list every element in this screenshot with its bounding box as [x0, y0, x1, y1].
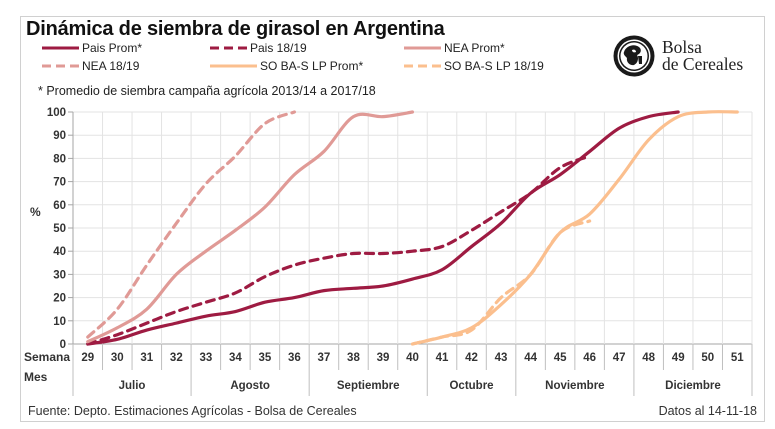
chart-footnote: * Promedio de siembra campaña agrícola 2…	[38, 84, 376, 98]
legend-label: SO BA-S LP Prom*	[260, 59, 364, 73]
x-tick-label: 29	[81, 352, 94, 364]
series-line-so-ba-s-lp-prom	[410, 110, 739, 346]
legend-swatch	[210, 46, 247, 50]
legend-item-nea-18-19: NEA 18/19	[40, 59, 139, 73]
legend-swatch	[210, 64, 257, 68]
x-tick-label: 43	[495, 352, 508, 364]
x-tick-label: 50	[701, 352, 714, 364]
series-line-pais-18-19	[86, 154, 592, 346]
x-tick-label: 45	[554, 352, 567, 364]
month-label: Noviembre	[545, 380, 604, 392]
x-tick-label: 31	[140, 352, 153, 364]
legend-item-nea-prom: NEA Prom*	[402, 41, 505, 55]
logo: Bolsa de Cereales	[612, 34, 743, 78]
x-tick-label: 42	[465, 352, 478, 364]
x-tick-label: 46	[583, 352, 596, 364]
legend-item-so-ba-s-lp-prom: SO BA-S LP Prom*	[208, 59, 363, 73]
x-tick-label: 30	[111, 352, 124, 364]
y-tick-label: 70	[53, 177, 66, 189]
chart-title: Dinámica de siembra de girasol en Argent…	[26, 18, 445, 40]
month-label: Septiembre	[337, 380, 400, 392]
series-line-nea-18-19	[86, 110, 297, 339]
x-tick-label: 49	[672, 352, 685, 364]
x-tick-label: 44	[524, 352, 537, 364]
x-tick-label: 47	[613, 352, 626, 364]
x-tick-label: 34	[229, 352, 242, 364]
legend-label: NEA Prom*	[444, 41, 505, 55]
x-axis-month-label: Mes	[24, 370, 48, 384]
x-tick-label: 41	[436, 352, 449, 364]
x-tick-label: 51	[731, 352, 744, 364]
y-tick-label: 50	[53, 223, 66, 235]
y-axis: 0 10 20 30 40 50 60 70 80 90 100%	[30, 107, 74, 351]
logo-line2: de Cereales	[662, 54, 744, 74]
x-tick-label: 32	[170, 352, 183, 364]
legend-swatch	[42, 64, 79, 68]
x-axis: 29 30 31 32 33 34 35 36 37 38 39 40 41 42 43 44 45 46 47 48…	[24, 344, 753, 396]
y-tick-label: 40	[53, 246, 66, 258]
y-tick-label: 60	[53, 200, 66, 212]
y-tick-label: 0	[60, 339, 66, 351]
legend-swatch	[404, 46, 441, 50]
legend-label: SO BA-S LP 18/19	[444, 59, 544, 73]
month-label: Julio	[119, 380, 146, 392]
legend-swatch	[42, 46, 79, 50]
y-tick-label: 100	[47, 107, 66, 119]
y-axis-label: %	[30, 205, 41, 219]
legend-label: Pais Prom*	[82, 41, 143, 55]
y-tick-label: 20	[53, 293, 66, 305]
y-tick-label: 80	[53, 153, 66, 165]
legend-item-pais-prom: Pais Prom*	[40, 41, 142, 55]
x-tick-label: 33	[199, 352, 212, 364]
series-line-so-ba-s-lp-18-19	[410, 219, 592, 346]
month-label: Octubre	[449, 380, 493, 392]
legend-item-so-ba-s-lp-18-19: SO BA-S LP 18/19	[402, 59, 544, 73]
y-tick-label: 30	[53, 269, 66, 281]
source-note: Fuente: Depto. Estimaciones Agrícolas - …	[28, 404, 357, 418]
legend-swatch	[404, 64, 441, 68]
x-tick-label: 48	[642, 352, 655, 364]
series-lines	[86, 110, 739, 346]
x-tick-label: 39	[377, 352, 390, 364]
legend-item-pais-18-19: Pais 18/19	[208, 41, 307, 55]
y-tick-label: 10	[53, 316, 66, 328]
data-date: Datos al 14-11-18	[658, 404, 757, 418]
chart-frame	[20, 16, 765, 422]
x-tick-label: 38	[347, 352, 360, 364]
legend-label: Pais 18/19	[250, 41, 307, 55]
x-axis-week-label: Semana	[24, 350, 70, 364]
bolsa-de-cereales-seal-icon	[613, 35, 655, 77]
series-line-nea-prom	[86, 110, 415, 344]
month-label: Diciembre	[665, 380, 721, 392]
x-tick-label: 36	[288, 352, 301, 364]
legend-label: NEA 18/19	[82, 59, 140, 73]
logo-line1: Bolsa	[662, 37, 702, 57]
month-label: Agosto	[230, 380, 270, 392]
x-tick-label: 37	[318, 352, 331, 364]
x-tick-label: 40	[406, 352, 419, 364]
y-tick-label: 90	[53, 130, 66, 142]
x-tick-label: 35	[258, 352, 271, 364]
